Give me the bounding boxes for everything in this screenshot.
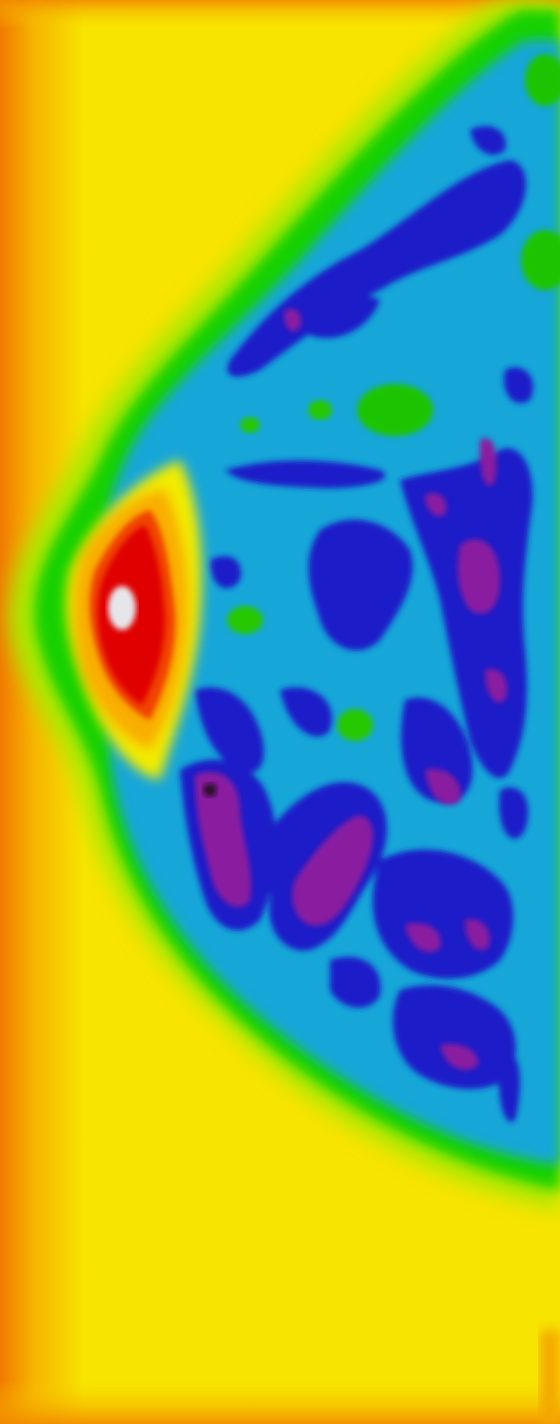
- green-patch: [525, 54, 560, 106]
- cool-blue-regions: [180, 126, 534, 1122]
- green-patch: [357, 384, 433, 436]
- corner-shade: [540, 1330, 560, 1424]
- green-patch: [337, 709, 373, 741]
- green-patch: [521, 230, 560, 290]
- green-patch: [240, 417, 260, 433]
- green-patch: [227, 606, 263, 634]
- peak-temperature-spot: [108, 586, 136, 630]
- violet-regions: [195, 309, 508, 1070]
- darkest-spot: [203, 783, 217, 797]
- green-patch: [308, 400, 332, 420]
